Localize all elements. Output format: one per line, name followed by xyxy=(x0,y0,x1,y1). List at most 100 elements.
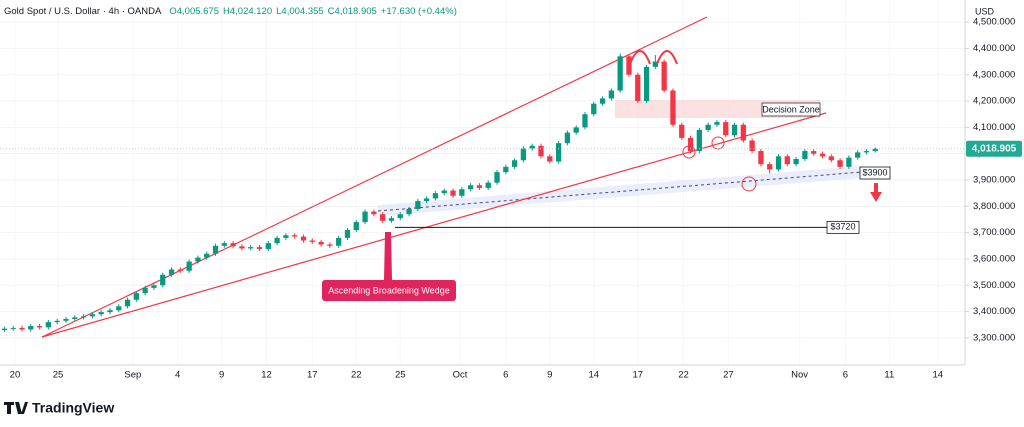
top-arch xyxy=(656,50,678,65)
candle-body xyxy=(564,132,571,144)
candle-body xyxy=(98,312,104,315)
brand: TradingView xyxy=(32,400,114,416)
x-tick-label: 14 xyxy=(932,370,943,381)
candle-body xyxy=(749,140,755,152)
x-tick-label: 27 xyxy=(723,370,734,381)
candle-body xyxy=(617,56,623,91)
candle-body xyxy=(511,160,518,167)
marker-circle xyxy=(682,145,696,159)
x-tick-label: 6 xyxy=(503,370,508,381)
candle-body xyxy=(793,158,799,165)
candle-body xyxy=(89,314,96,317)
x-tick-label: 14 xyxy=(588,370,599,381)
header: Gold Spot / U.S. Dollar · 4h · OANDA O4,0… xyxy=(4,6,457,17)
candle-body xyxy=(318,241,324,245)
callout-text: Ascending Broadening Wedge xyxy=(328,285,449,295)
y-tick-label: 3,700.000 xyxy=(973,227,1015,238)
marker-circle xyxy=(741,176,757,192)
candle-body xyxy=(837,160,843,167)
candle-body xyxy=(292,235,298,237)
candle-body xyxy=(36,326,43,328)
x-tick-label: 4 xyxy=(175,370,180,381)
candle-body xyxy=(503,166,509,173)
candle-body xyxy=(256,247,263,249)
candle-body xyxy=(424,198,430,202)
candle-body xyxy=(63,318,69,321)
candle-body xyxy=(573,127,579,133)
candle-body xyxy=(186,261,192,271)
candle-body xyxy=(635,74,641,102)
x-tick-label: 6 xyxy=(843,370,848,381)
candle-body xyxy=(863,151,870,153)
candle-body xyxy=(10,327,16,329)
candle-body xyxy=(107,310,113,313)
wedge-lower xyxy=(41,112,827,338)
candle-body xyxy=(221,243,227,246)
candle-body xyxy=(802,151,808,159)
candle-body xyxy=(811,151,817,154)
candle-body xyxy=(265,243,271,249)
y-tick-label: 4,100.000 xyxy=(973,122,1015,133)
candle-body xyxy=(283,235,289,238)
candle-body xyxy=(767,164,773,170)
header-item: O4,005.675 xyxy=(169,6,219,17)
candle-body xyxy=(450,190,456,196)
candles xyxy=(1,53,878,333)
candle-body xyxy=(195,257,201,262)
candle-body xyxy=(327,244,333,246)
candle-body xyxy=(582,114,588,128)
x-tick-label: 22 xyxy=(351,370,362,381)
candle-body xyxy=(204,253,210,258)
zone-label: Decision Zone xyxy=(762,104,820,114)
candle-body xyxy=(591,103,597,115)
arrow xyxy=(870,183,882,202)
candle-body xyxy=(855,152,861,158)
header-item: L4,004.355 xyxy=(276,6,324,17)
candle-body xyxy=(555,143,562,162)
candle-body xyxy=(758,151,764,165)
candle-body xyxy=(19,327,25,330)
candle-body xyxy=(309,240,315,242)
header-item: C4,018.905 xyxy=(328,6,377,17)
candle-body xyxy=(432,193,439,199)
candle-body xyxy=(406,208,412,215)
y-tick-label: 3,300.000 xyxy=(973,332,1015,343)
candle-body xyxy=(661,61,667,91)
candle-body xyxy=(714,122,720,125)
level-label: $3720 xyxy=(830,222,855,232)
x-tick-label: 25 xyxy=(395,370,406,381)
candle-body xyxy=(652,61,658,67)
wedge-upper xyxy=(41,16,708,338)
candle-body xyxy=(670,90,676,125)
header-item: +17.630 (+0.44%) xyxy=(381,6,457,17)
header-item: Gold Spot / U.S. Dollar · 4h · OANDA xyxy=(4,6,162,17)
header-item: H4,024.120 xyxy=(223,6,272,17)
level-label-box xyxy=(826,220,860,234)
candle-body xyxy=(80,316,87,318)
candle-body xyxy=(872,148,878,152)
callout-pointer xyxy=(384,232,392,280)
candle-body xyxy=(459,189,465,196)
candle-body xyxy=(1,328,8,330)
x-tick-label: 9 xyxy=(547,370,552,381)
candle-body xyxy=(380,214,386,221)
y-tick-label: 3,800.000 xyxy=(973,201,1015,212)
candle-body xyxy=(529,145,535,149)
candle-body xyxy=(415,201,421,209)
candle-body xyxy=(723,122,729,136)
logo: TradingView xyxy=(4,400,114,416)
candle-body xyxy=(775,156,782,170)
support-line xyxy=(377,171,863,212)
y-tick-label: 4,500.000 xyxy=(973,17,1015,28)
x-tick-label: Nov xyxy=(791,370,808,381)
candle-body xyxy=(388,218,395,221)
y-tick-label: 3,500.000 xyxy=(973,280,1015,291)
level-label-box xyxy=(859,166,891,180)
candle-body xyxy=(397,214,403,219)
candle-body xyxy=(212,245,219,254)
candle-body xyxy=(679,124,685,138)
candle-body xyxy=(336,237,342,246)
candle-body xyxy=(362,211,368,223)
x-tick-label: 25 xyxy=(53,370,64,381)
candle-body xyxy=(133,293,139,300)
